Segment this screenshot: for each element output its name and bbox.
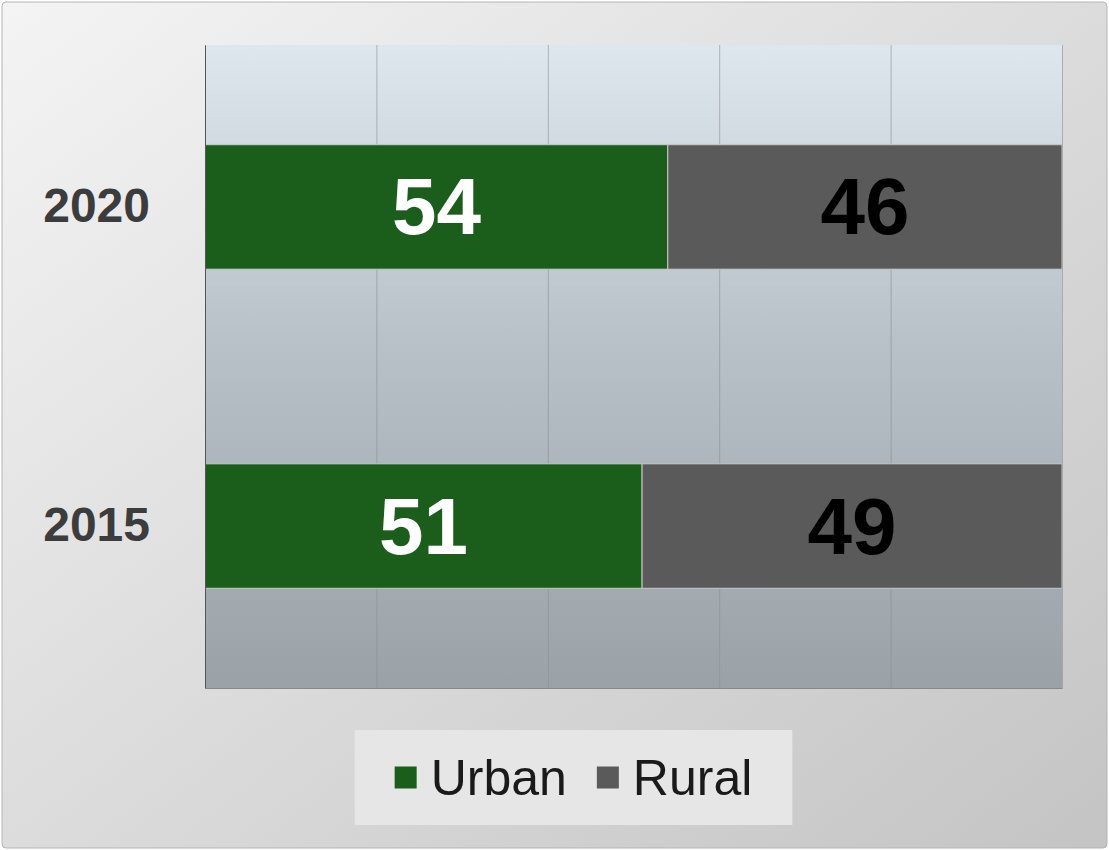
legend-swatch	[597, 767, 619, 789]
data-labels: 54 51 46 49	[379, 162, 909, 570]
data-label: 51	[379, 482, 468, 571]
x-tick	[205, 45, 206, 688]
legend-item: Rural	[597, 750, 752, 806]
legend-label: Rural	[633, 750, 752, 806]
bar	[668, 145, 1062, 269]
legend-swatch	[395, 767, 417, 789]
grid-line	[548, 45, 549, 688]
grid-line	[376, 45, 377, 688]
grid-line	[719, 45, 720, 688]
data-label: 46	[820, 162, 909, 251]
tick-label: 2015	[43, 498, 150, 551]
axis-line	[206, 688, 1063, 689]
grid-line	[891, 45, 892, 688]
x-tick	[376, 45, 377, 688]
data-label: 54	[392, 162, 481, 251]
data-label: 49	[808, 482, 897, 571]
x-tick	[891, 45, 892, 688]
legend-background	[355, 730, 793, 825]
grid-line	[1062, 45, 1063, 688]
bar	[205, 464, 642, 588]
legend: Urban Rural	[355, 730, 793, 825]
y-tick: 2020	[43, 179, 205, 232]
grid-line	[205, 45, 206, 688]
x-tick	[1062, 45, 1063, 688]
plot-background	[205, 45, 1062, 688]
axis-line	[205, 46, 206, 689]
chart: 54 51 46 49 2020 2015 Urban Rural	[0, 0, 1109, 850]
legend-label: Urban	[431, 750, 567, 806]
y-axis: 2020 2015	[43, 46, 205, 689]
x-axis	[206, 45, 1063, 689]
bars	[205, 145, 1062, 589]
bar	[205, 145, 668, 269]
y-tick: 2015	[43, 498, 205, 551]
x-tick	[548, 45, 549, 688]
x-tick	[719, 45, 720, 688]
chart-background	[2, 2, 1107, 848]
bar	[642, 464, 1062, 588]
legend-item: Urban	[395, 750, 567, 806]
tick-label: 2020	[43, 179, 150, 232]
